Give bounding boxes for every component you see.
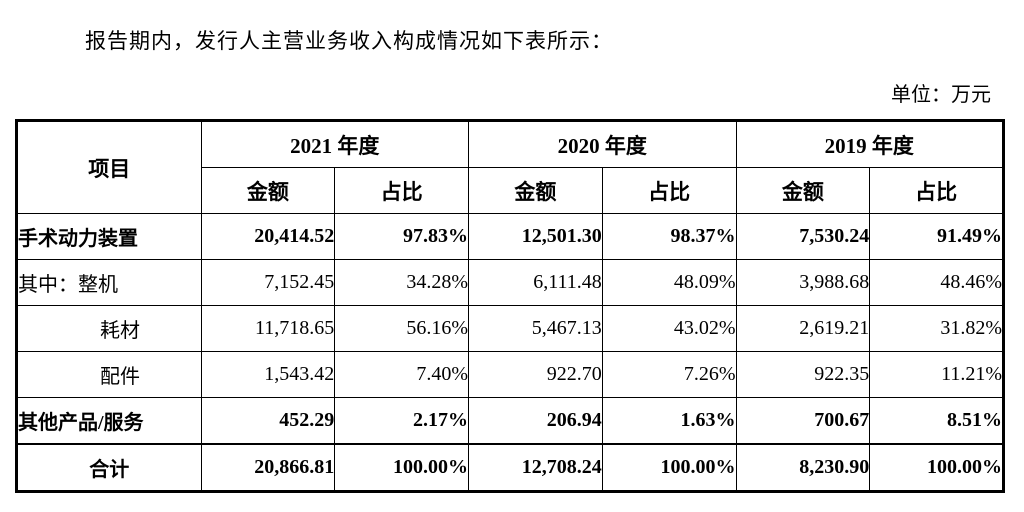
row-label: 配件 [16, 351, 202, 398]
row-label: 其中：整机 [16, 259, 202, 306]
row-value: 12,501.30 [468, 213, 603, 260]
row-value: 922.35 [735, 351, 871, 398]
row-value: 100.00% [601, 443, 737, 492]
table-row: 合计 20,866.81 100.00% 12,708.24 100.00% 8,230.… [16, 443, 1004, 492]
row-value: 922.70 [468, 351, 603, 398]
row-value: 206.94 [468, 397, 603, 445]
row-value: 43.02% [601, 305, 737, 352]
col-header-ratio: 占比 [869, 167, 1004, 214]
row-value: 97.83% [334, 213, 470, 260]
row-value: 91.49% [869, 213, 1004, 260]
row-value: 8,230.90 [735, 443, 871, 492]
col-header-item: 项目 [16, 120, 202, 214]
revenue-table: 项目 2021 年度 2020 年度 2019 年度 金额 占比 金额 占比 金… [15, 119, 1005, 493]
row-value: 100.00% [869, 443, 1004, 492]
header-row-years: 项目 2021 年度 2020 年度 2019 年度 [16, 120, 1004, 214]
row-value: 3,988.68 [735, 259, 871, 306]
row-value: 48.46% [869, 259, 1004, 306]
unit-label: 单位：万元 [891, 84, 991, 106]
row-value: 100.00% [334, 443, 470, 492]
col-header-year-2021: 2021 年度 [200, 120, 470, 168]
table-row: 耗材 11,718.65 56.16% 5,467.13 43.02% 2,619.21 3… [16, 305, 1004, 352]
row-value: 11.21% [869, 351, 1004, 398]
row-value: 7,530.24 [735, 213, 871, 260]
row-value: 48.09% [601, 259, 737, 306]
row-label: 合计 [16, 443, 202, 492]
col-header-amount: 金额 [200, 167, 336, 214]
row-label: 其他产品/服务 [16, 397, 202, 445]
col-header-amount: 金额 [468, 167, 603, 214]
row-value: 6,111.48 [468, 259, 603, 306]
row-label: 手术动力装置 [16, 213, 202, 260]
row-value: 56.16% [334, 305, 470, 352]
row-value: 1,543.42 [200, 351, 336, 398]
row-value: 700.67 [735, 397, 871, 445]
row-label: 耗材 [16, 305, 202, 352]
table-row: 其他产品/服务 452.29 2.17% 206.94 1.63% 700.67 8.51% [16, 397, 1004, 445]
row-value: 7,152.45 [200, 259, 336, 306]
row-value: 34.28% [334, 259, 470, 306]
row-value: 2.17% [334, 397, 470, 445]
col-header-ratio: 占比 [334, 167, 470, 214]
row-value: 11,718.65 [200, 305, 336, 352]
row-value: 20,866.81 [200, 443, 336, 492]
row-value: 7.40% [334, 351, 470, 398]
col-header-year-2019: 2019 年度 [735, 120, 1004, 168]
row-value: 12,708.24 [468, 443, 603, 492]
table-row: 配件 1,543.42 7.40% 922.70 7.26% 922.35 11.21% [16, 351, 1004, 398]
col-header-amount: 金额 [735, 167, 871, 214]
col-header-year-2020: 2020 年度 [468, 120, 737, 168]
row-value: 20,414.52 [200, 213, 336, 260]
row-value: 31.82% [869, 305, 1004, 352]
row-value: 5,467.13 [468, 305, 603, 352]
intro-paragraph: 报告期内，发行人主营业务收入构成情况如下表所示： [85, 29, 613, 53]
row-value: 2,619.21 [735, 305, 871, 352]
table-row: 手术动力装置 20,414.52 97.83% 12,501.30 98.37% 7,53… [16, 213, 1004, 260]
row-value: 7.26% [601, 351, 737, 398]
row-value: 1.63% [601, 397, 737, 445]
col-header-ratio: 占比 [601, 167, 737, 214]
row-value: 8.51% [869, 397, 1004, 445]
table-row: 其中：整机 7,152.45 34.28% 6,111.48 48.09% 3,988.6… [16, 259, 1004, 306]
row-value: 98.37% [601, 213, 737, 260]
row-value: 452.29 [200, 397, 336, 445]
